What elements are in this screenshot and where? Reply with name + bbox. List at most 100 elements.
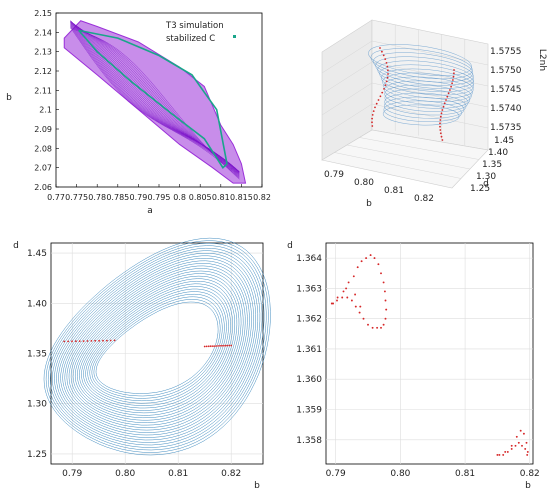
x-tick-label-tl: 0.785 <box>106 193 129 202</box>
orbit-loop-bl <box>89 293 225 402</box>
red-point-br <box>352 275 355 278</box>
red-point-3d <box>445 99 447 101</box>
x-tick-label-tr: 0.79 <box>324 170 344 180</box>
orbit-loop-bl <box>81 283 233 411</box>
red-point-br <box>522 432 525 435</box>
grid-line-3d <box>321 103 373 137</box>
x-tick-label-br: 0.82 <box>520 469 540 479</box>
orbit-trace-3d <box>381 68 474 96</box>
panel-top-right: 0.79 0.80 0.81 0.82 1.25 1.30 1.35 1.40 1.45 1.… <box>321 19 547 209</box>
x-axis-label-tl: a <box>147 206 153 216</box>
y-tick-label-bl: 1.30 <box>27 400 47 410</box>
red-point-3d <box>383 88 385 90</box>
orbit-loop-bl <box>58 255 256 438</box>
red-point-3d <box>385 62 388 64</box>
orbit-loop-bl <box>45 240 269 453</box>
z-tick-label-tr: 1.5755 <box>490 47 522 57</box>
y-tick-label-tr: 1.45 <box>494 136 514 146</box>
red-point-3d <box>384 58 387 60</box>
red-point-3d <box>452 75 455 78</box>
orbit-curve-bl <box>43 237 271 456</box>
red-point-br <box>342 290 345 293</box>
x-tick-label-tl: 0.79 <box>129 193 147 202</box>
red-point-3d <box>439 122 441 125</box>
orbit-loop-bl <box>60 258 254 436</box>
y-axis-label-br: d <box>287 241 293 251</box>
red-point-bl <box>98 339 100 342</box>
orbit-trace-3d <box>373 52 474 83</box>
red-point-bl <box>109 339 112 342</box>
red-point-br <box>350 299 353 302</box>
x-axis-label-bl: b <box>254 481 260 491</box>
red-point-3d <box>387 69 389 72</box>
x-axis-ticks-br: 0.79 0.80 0.81 0.82 <box>326 469 540 479</box>
y-axis-label-tr: d <box>483 179 489 189</box>
orbit-trace-3d <box>384 88 469 112</box>
grid-br <box>326 243 533 464</box>
y-tick-label-tr: 1.25 <box>470 184 490 194</box>
y-axis-ticks-tr: 1.25 1.30 1.35 1.40 1.45 <box>470 136 514 194</box>
red-point-br <box>382 323 385 326</box>
orbit-trace-3d <box>375 56 474 86</box>
orbit-loop-bl <box>56 253 259 441</box>
red-point-br <box>367 323 369 326</box>
red-point-bl <box>86 340 89 342</box>
y-tick-label-bl: 1.45 <box>27 249 47 259</box>
red-point-bl <box>90 340 93 342</box>
x-axis-ticks-tr: 0.79 0.80 0.81 0.82 <box>324 170 434 204</box>
red-point-br <box>510 447 513 450</box>
y-tick-label-bl: 1.25 <box>27 450 47 460</box>
red-point-br <box>385 308 388 311</box>
panel-top-left: 0.77 0.775 0.78 0.785 0.79 0.795 0.8 0.805 0.81 0… <box>6 9 271 216</box>
red-point-br <box>371 326 374 329</box>
red-point-br <box>510 444 513 447</box>
red-point-3d <box>381 50 383 53</box>
grid-line-3d <box>321 61 373 95</box>
red-point-br <box>332 302 335 305</box>
red-point-br <box>384 317 387 320</box>
orbit-loop-bl <box>52 247 263 446</box>
y-tick-label-tl: 2.06 <box>34 183 52 192</box>
red-point-br <box>365 257 368 260</box>
red-point-br <box>504 450 507 453</box>
red-point-bl <box>222 344 224 347</box>
red-point-bl <box>224 344 227 347</box>
x-tick-label-bl: 0.82 <box>221 469 241 479</box>
legend-marker-stabilized-c <box>233 35 236 38</box>
red-point-3d <box>371 121 373 124</box>
red-point-br <box>524 447 527 450</box>
orbit-trace-3d <box>382 72 474 99</box>
orbit-loop-bl <box>93 299 221 397</box>
x-tick-label-tl: 0.77 <box>47 193 65 202</box>
x-tick-label-tr: 0.81 <box>384 186 404 196</box>
orbit-loop-bl <box>85 288 229 406</box>
red-point-bl <box>106 339 108 342</box>
grid-line-3d <box>334 152 462 179</box>
grid-line-3d <box>371 61 489 87</box>
y-tick-label-tl: 2.07 <box>34 164 52 173</box>
orbit-loop-bl <box>47 242 267 451</box>
x-tick-label-tl: 0.805 <box>189 193 212 202</box>
red-point-br <box>358 311 361 314</box>
red-point-3d <box>447 92 450 95</box>
y-tick-label-br: 1.361 <box>296 345 322 355</box>
y-axis-ticks-br: 1.358 1.359 1.360 1.361 1.362 1.363 1.364 <box>296 254 322 446</box>
y-tick-label-tr: 1.30 <box>476 172 496 182</box>
red-point-br <box>525 441 528 444</box>
red-point-bl <box>207 345 210 348</box>
x-axis-label-tr: b <box>366 199 372 209</box>
orbit-loop-bl <box>70 270 244 423</box>
red-point-3d <box>439 132 442 135</box>
orbit-loop-bl <box>62 260 252 433</box>
x-tick-label-br: 0.80 <box>390 469 410 479</box>
y-axis-label-bl: d <box>13 241 19 251</box>
y-tick-label-tl: 2.15 <box>34 9 52 18</box>
orbit-trace-3d <box>383 96 465 119</box>
y-tick-label-tl: 2.14 <box>34 28 52 37</box>
x-tick-label-tl: 0.81 <box>212 193 230 202</box>
t3-simulation-trace <box>70 24 240 176</box>
y-tick-label-br: 1.358 <box>296 436 322 446</box>
red-point-3d <box>377 99 380 101</box>
red-point-br <box>517 441 520 444</box>
x-tick-label-tr: 0.80 <box>354 178 374 188</box>
